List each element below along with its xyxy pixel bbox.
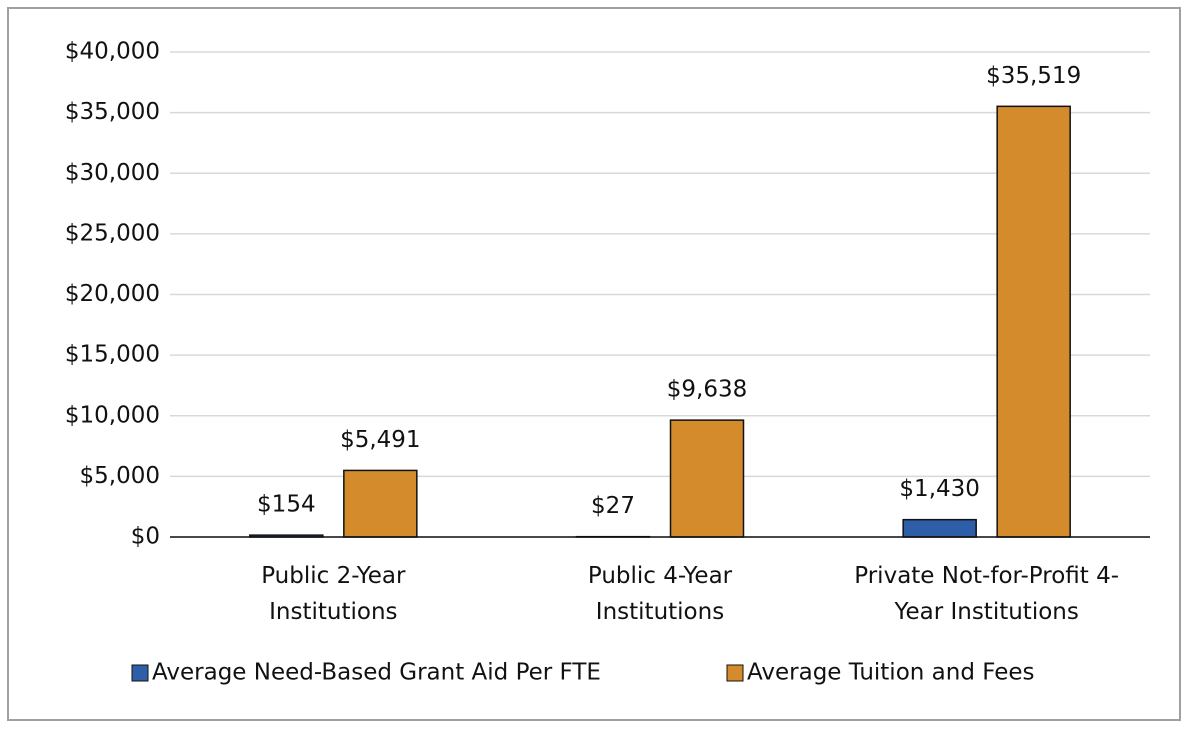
y-tick-label: $0	[131, 524, 160, 550]
x-tick-label: Private Not-for-Profit 4- Year Instituti…	[854, 563, 1120, 625]
chart-border	[7, 7, 1181, 721]
x-tick-label: Public 2-Year Institutions	[261, 563, 406, 625]
legend-label: Average Need-Based Grant Aid Per FTE	[152, 660, 601, 686]
x-tick-label: Public 4-Year Institutions	[587, 563, 733, 625]
y-tick-label: $5,000	[80, 463, 160, 489]
legend-label: Average Tuition and Fees	[747, 660, 1035, 686]
y-tick-label: $15,000	[65, 342, 160, 368]
data-label: $1,430	[899, 476, 979, 502]
y-tick-label: $10,000	[65, 402, 160, 428]
data-label: $9,638	[667, 377, 747, 403]
data-label: $27	[591, 493, 635, 519]
y-tick-label: $20,000	[65, 281, 160, 307]
bar	[996, 105, 1071, 538]
bar	[902, 518, 977, 538]
bar	[669, 419, 745, 538]
legend-swatch	[726, 664, 744, 682]
y-tick-label: $35,000	[65, 99, 160, 125]
y-tick-label: $25,000	[65, 220, 160, 246]
y-tick-label: $30,000	[65, 160, 160, 186]
bar	[343, 469, 418, 538]
data-label: $35,519	[986, 63, 1081, 89]
y-tick-label: $40,000	[65, 39, 160, 65]
legend-swatch	[131, 664, 149, 682]
data-label: $5,491	[340, 427, 420, 453]
data-label: $154	[257, 492, 316, 518]
